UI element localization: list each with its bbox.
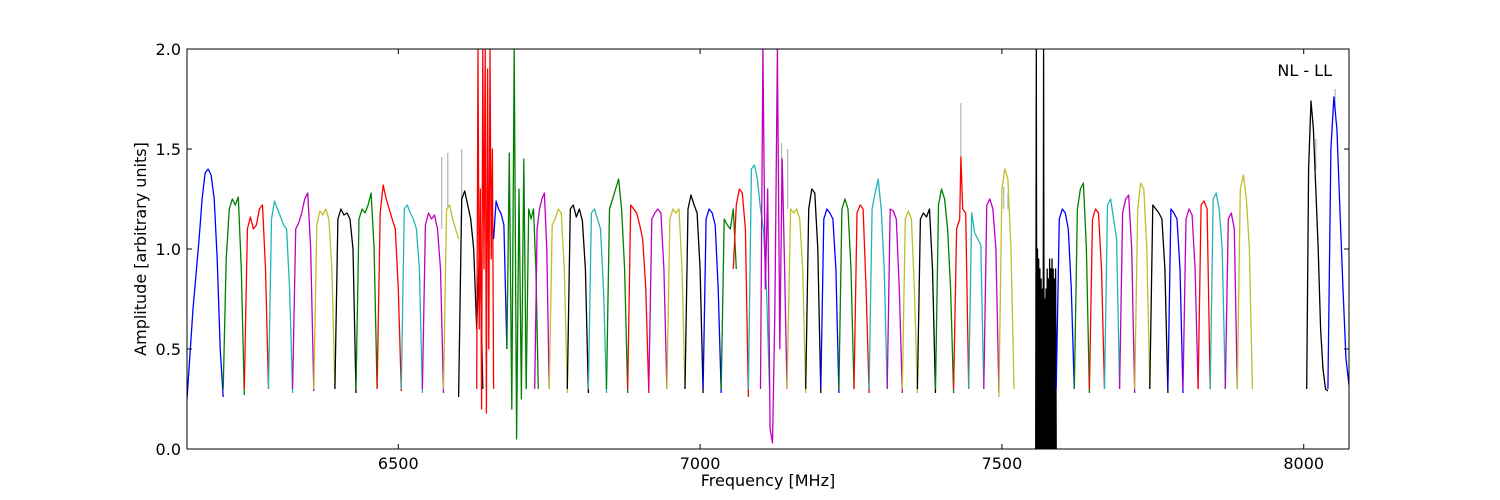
series-line-48 bbox=[1088, 208, 1106, 390]
series-line-3 bbox=[267, 200, 294, 394]
series-line-33 bbox=[820, 208, 840, 394]
series-line-56 bbox=[1209, 192, 1226, 390]
series-line-55 bbox=[1197, 200, 1211, 390]
series-line-53 bbox=[1167, 208, 1184, 394]
series-line-19 bbox=[566, 204, 590, 394]
series-line-7 bbox=[355, 192, 378, 390]
series-line-40 bbox=[934, 188, 955, 394]
y-tick-label-0: 0.0 bbox=[156, 440, 181, 459]
series-line-47 bbox=[1073, 182, 1091, 394]
series-line-52 bbox=[1149, 204, 1169, 394]
series-line-20 bbox=[587, 208, 608, 394]
y-axis-label: Amplitude [arbitrary units] bbox=[131, 142, 150, 356]
series-line-31 bbox=[786, 208, 807, 394]
x-tick-label-3: 8000 bbox=[1283, 454, 1324, 473]
series-line-36 bbox=[868, 178, 888, 390]
series-line-11 bbox=[442, 204, 460, 390]
x-tick-label-2: 7500 bbox=[982, 454, 1023, 473]
series-line-37 bbox=[886, 208, 903, 394]
series-line-5 bbox=[313, 208, 336, 390]
x-tick-label-0: 6500 bbox=[378, 454, 419, 473]
series-line-30 bbox=[759, 49, 788, 444]
series-line-21 bbox=[605, 178, 629, 394]
series-line-25 bbox=[684, 194, 704, 394]
series-line-23 bbox=[648, 208, 668, 390]
series-line-17 bbox=[534, 192, 550, 390]
series-line-22 bbox=[627, 204, 650, 394]
series-layer bbox=[187, 49, 1349, 449]
series-line-42 bbox=[968, 212, 985, 390]
series-line-58 bbox=[1236, 174, 1254, 390]
series-line-39 bbox=[916, 208, 937, 394]
series-line-15 bbox=[506, 49, 527, 440]
series-line-4 bbox=[291, 192, 315, 392]
y-tick-label-2: 1.0 bbox=[156, 240, 181, 259]
series-line-6 bbox=[334, 208, 357, 394]
ticks-layer: 6500 7000 7500 8000 0.0 0.5 1.0 1.5 2.0 bbox=[156, 40, 1349, 473]
series-line-9 bbox=[400, 204, 424, 394]
y-tick-label-1: 0.5 bbox=[156, 340, 181, 359]
series-line-45 bbox=[1035, 49, 1057, 449]
series-line-60 bbox=[1327, 96, 1349, 390]
series-line-14 bbox=[492, 200, 508, 350]
series-line-24 bbox=[666, 208, 686, 390]
series-line-44 bbox=[998, 168, 1015, 398]
series-line-13 bbox=[476, 49, 495, 414]
series-line-41 bbox=[952, 156, 970, 390]
chart-annotation: NL - LL bbox=[1277, 61, 1332, 80]
series-line-34 bbox=[838, 198, 855, 390]
series-line-46 bbox=[1055, 208, 1075, 390]
series-line-28 bbox=[732, 188, 750, 398]
series-line-10 bbox=[421, 212, 445, 394]
series-line-26 bbox=[702, 208, 722, 394]
series-line-1 bbox=[222, 196, 245, 396]
series-line-59 bbox=[1306, 100, 1329, 392]
series-line-18 bbox=[548, 208, 568, 394]
series-line-50 bbox=[1118, 194, 1136, 394]
series-line-38 bbox=[901, 210, 919, 394]
series-line-29 bbox=[747, 164, 771, 390]
y-tick-label-4: 2.0 bbox=[156, 40, 181, 59]
series-line-0 bbox=[187, 168, 224, 400]
series-line-27 bbox=[720, 208, 737, 390]
series-line-35 bbox=[853, 204, 870, 394]
x-tick-label-1: 7000 bbox=[680, 454, 721, 473]
series-line-32 bbox=[805, 188, 822, 394]
series-line-2 bbox=[243, 204, 270, 390]
series-line-54 bbox=[1182, 208, 1199, 390]
series-line-57 bbox=[1224, 212, 1238, 390]
y-tick-label-3: 1.5 bbox=[156, 140, 181, 159]
x-axis-label: Frequency [MHz] bbox=[701, 471, 835, 490]
series-line-49 bbox=[1103, 198, 1121, 390]
series-line-8 bbox=[376, 184, 402, 392]
series-line-51 bbox=[1134, 182, 1151, 390]
series-line-43 bbox=[983, 198, 1000, 394]
